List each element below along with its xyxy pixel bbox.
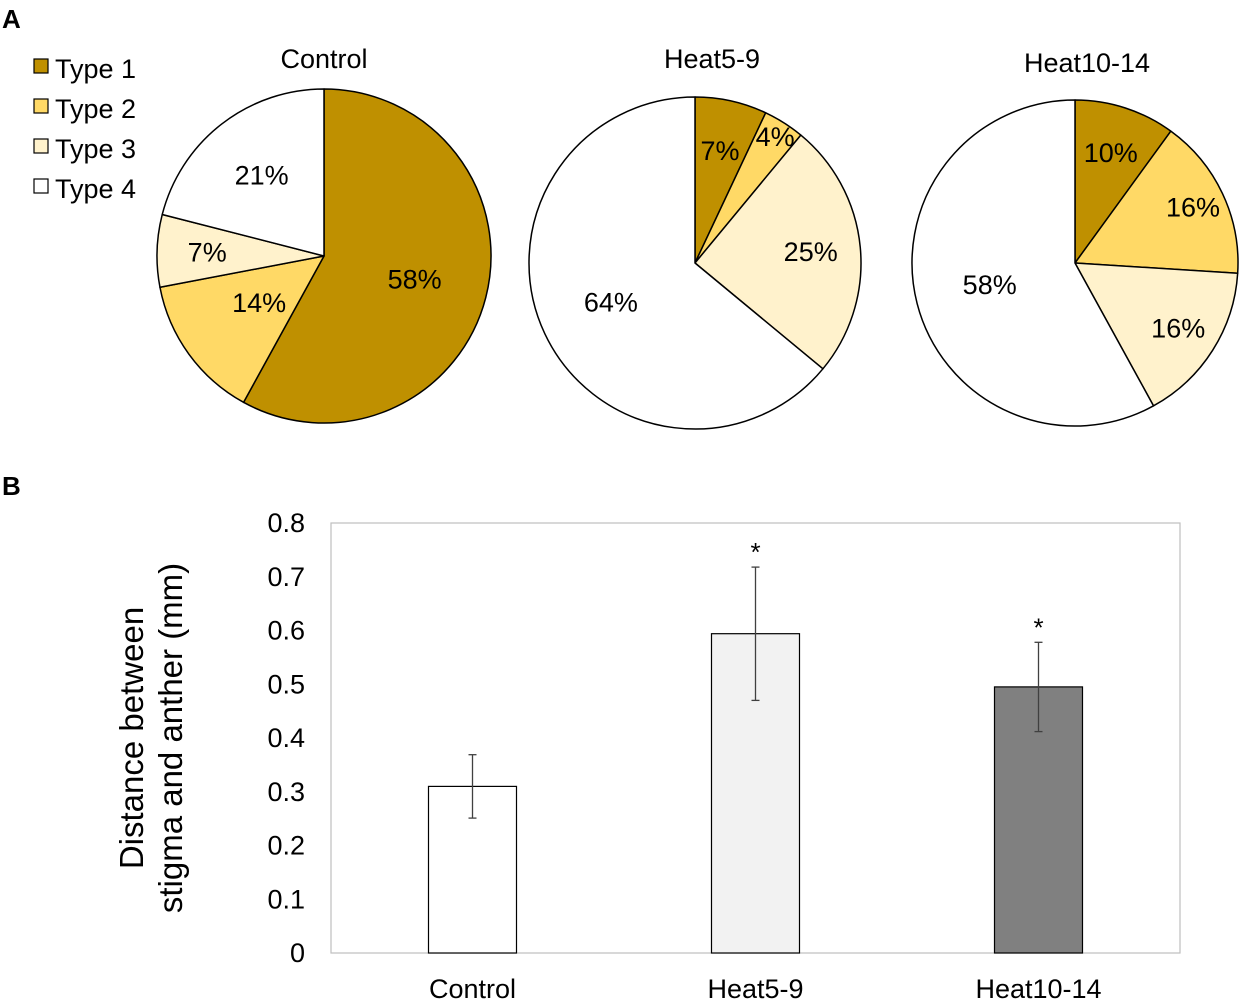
pie-legend: Type 1 Type 2 Type 3 Type 4 <box>33 54 136 204</box>
pie-title-heat5-9: Heat5-9 <box>664 44 760 74</box>
significance-marker-heat10-14: * <box>1033 612 1043 642</box>
pie-label-control-type2: 14% <box>232 288 286 318</box>
x-axis-labels: Control Heat5-9 Heat10-14 <box>429 974 1102 1003</box>
pie-title-control: Control <box>280 44 367 74</box>
y-tick-label: 0.6 <box>267 616 305 646</box>
y-tick-label: 0.1 <box>267 884 305 914</box>
error-bar-heat5-9 <box>751 566 760 702</box>
significance-marker-heat5-9: * <box>750 537 760 567</box>
pie-slice-heat5-9-type3 <box>694 134 862 370</box>
legend-label-type4: Type 4 <box>55 174 136 204</box>
y-axis-label-line2: stigma and anther (mm) <box>152 563 189 913</box>
legend-swatch-type2 <box>33 98 49 114</box>
pie-label-control-type1: 58% <box>388 264 442 294</box>
legend-label-type2: Type 2 <box>55 94 136 124</box>
pie-label-heat5-9-type2: 4% <box>756 122 795 152</box>
y-axis: 0 0.1 0.2 0.3 0.4 0.5 0.6 0.7 0.8 <box>267 508 305 968</box>
panel-label-a: A <box>2 4 21 34</box>
pie-label-heat10-14-type2: 16% <box>1166 193 1220 223</box>
bar-chart: 00.10.20.30.40.50.60.70.8 ** Control Heat… <box>113 508 1181 1003</box>
y-tick-label: 0.8 <box>267 508 305 538</box>
x-tick-label-control: Control <box>429 974 516 1003</box>
pie-label-heat10-14-type4: 58% <box>963 270 1017 300</box>
y-tick-label: 0.5 <box>267 669 305 699</box>
pie-heat10-14: Heat10-14 10% 16% 16% 58% <box>911 48 1239 427</box>
bar-marks: ** <box>427 537 1084 954</box>
pie-slice-heat5-9-type4 <box>528 96 824 430</box>
pie-label-heat10-14-type3: 16% <box>1151 314 1205 344</box>
y-tick-label: 0.7 <box>267 562 305 592</box>
pie-slice-control-type4 <box>161 88 325 257</box>
legend-swatch-type1 <box>33 58 49 74</box>
x-tick-label-heat10-14: Heat10-14 <box>975 974 1101 1003</box>
pie-heat5-9: Heat5-9 7% 4% 25% 64% <box>528 44 862 430</box>
legend-label-type3: Type 3 <box>55 134 136 164</box>
y-tick-label: 0.2 <box>267 831 305 861</box>
pie-label-heat5-9-type4: 64% <box>584 288 638 318</box>
y-tick-label: 0 <box>290 938 305 968</box>
legend-label-type1: Type 1 <box>55 54 136 84</box>
pie-slice-control-type1 <box>242 88 492 424</box>
pie-title-heat10-14: Heat10-14 <box>1024 48 1150 78</box>
pie-label-heat5-9-type3: 25% <box>784 237 838 267</box>
panel-label-b: B <box>2 471 21 501</box>
pie-label-control-type4: 21% <box>235 161 289 191</box>
pie-label-heat5-9-type1: 7% <box>700 136 739 166</box>
legend-swatch-type3 <box>33 138 49 154</box>
error-bar-heat10-14 <box>1034 641 1043 733</box>
pie-control: Control 58% 14%7% 21% <box>156 44 492 424</box>
y-tick-label: 0.3 <box>267 777 305 807</box>
pie-label-heat10-14-type1: 10% <box>1084 138 1138 168</box>
legend-swatch-type4 <box>33 178 49 194</box>
y-axis-label-line1: Distance between <box>113 607 150 869</box>
pie-slice-control-type2 <box>159 255 325 404</box>
pie-slice-heat10-14-type2 <box>1074 130 1239 274</box>
pie-slice-heat10-14-type1 <box>1074 99 1172 264</box>
pie-label-control-type3: 7% <box>188 237 227 267</box>
y-tick-label: 0.4 <box>267 723 305 753</box>
x-tick-label-heat5-9: Heat5-9 <box>707 974 803 1003</box>
error-bar-control <box>468 754 477 819</box>
pie-slice-heat10-14-type4 <box>911 99 1155 427</box>
pie-slice-heat10-14-type3 <box>1074 262 1239 407</box>
